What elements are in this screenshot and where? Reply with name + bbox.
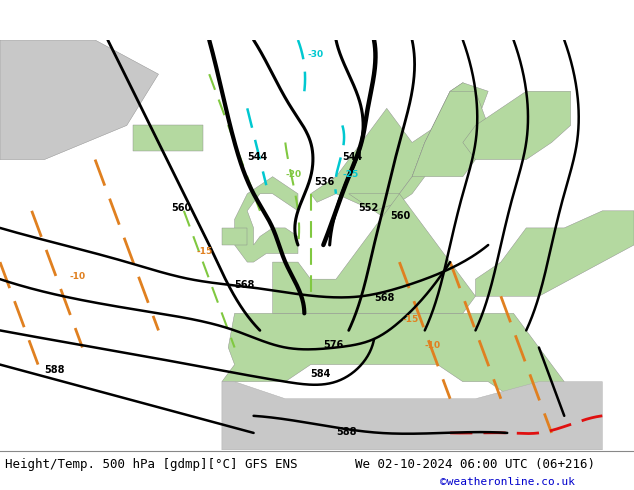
Text: -10: -10 — [70, 272, 86, 281]
Polygon shape — [222, 313, 564, 399]
Text: -15: -15 — [403, 315, 419, 324]
Text: Height/Temp. 500 hPa [gdmp][°C] GFS ENS: Height/Temp. 500 hPa [gdmp][°C] GFS ENS — [5, 458, 297, 470]
Text: 584: 584 — [311, 369, 331, 379]
Text: 544: 544 — [342, 151, 363, 162]
Text: 560: 560 — [390, 211, 410, 221]
Polygon shape — [222, 382, 602, 450]
Polygon shape — [412, 91, 488, 177]
Text: We 02-10-2024 06:00 UTC (06+216): We 02-10-2024 06:00 UTC (06+216) — [355, 458, 595, 470]
Polygon shape — [273, 194, 476, 313]
Text: 568: 568 — [235, 280, 255, 290]
Text: -25: -25 — [342, 170, 359, 179]
Text: 552: 552 — [358, 203, 378, 213]
Text: 588: 588 — [336, 427, 356, 437]
Text: -15: -15 — [197, 246, 213, 256]
Text: 576: 576 — [323, 340, 344, 349]
Text: 536: 536 — [314, 177, 334, 187]
Text: 544: 544 — [247, 151, 268, 162]
Text: -20: -20 — [285, 170, 301, 179]
Text: ©weatheronline.co.uk: ©weatheronline.co.uk — [440, 477, 575, 487]
Text: 560: 560 — [171, 203, 191, 213]
Polygon shape — [0, 40, 158, 160]
Polygon shape — [222, 228, 247, 245]
Polygon shape — [311, 83, 476, 220]
Polygon shape — [349, 83, 488, 211]
Polygon shape — [235, 177, 298, 262]
Polygon shape — [463, 91, 571, 160]
Polygon shape — [133, 125, 203, 151]
Text: -10: -10 — [425, 341, 441, 349]
Text: -30: -30 — [307, 50, 323, 59]
Polygon shape — [476, 211, 634, 296]
Text: 588: 588 — [44, 365, 65, 375]
Text: 568: 568 — [374, 293, 394, 302]
